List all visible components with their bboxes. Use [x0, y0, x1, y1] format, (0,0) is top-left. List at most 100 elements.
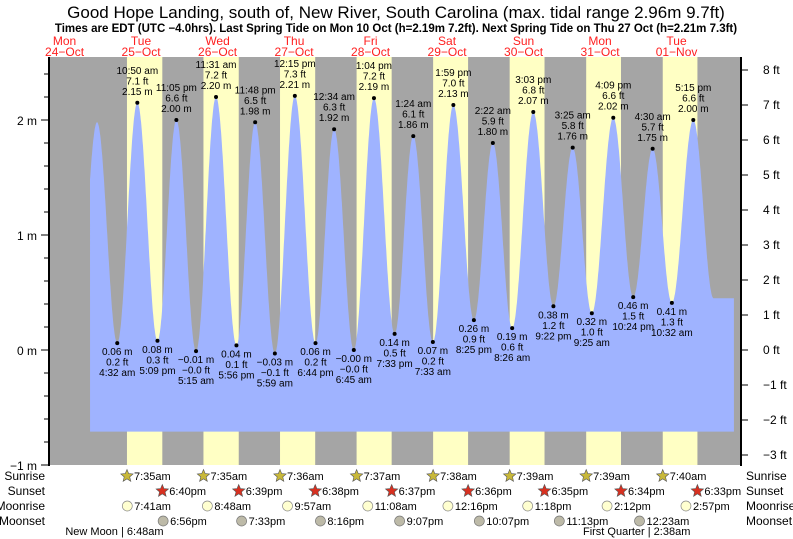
sunrise-time: 7:35am	[134, 471, 171, 483]
moonrise-time: 8:48am	[214, 501, 251, 513]
moonset-icon	[473, 515, 485, 527]
sunrise-icon	[655, 468, 670, 482]
extreme-ft: 7.2 ft	[363, 72, 385, 83]
right-tick-label: 1 ft	[763, 308, 780, 322]
extreme-time: 6:45 am	[336, 375, 372, 386]
extreme-m: 0.14 m	[379, 338, 410, 349]
extreme-ft: 5.8 ft	[562, 121, 584, 132]
extreme-time: 12:34 am	[313, 92, 355, 103]
moonset-icon	[236, 515, 247, 527]
low-tide-point	[313, 341, 318, 346]
moonrise-time: 12:16pm	[455, 501, 498, 513]
row-label-left-moonrise: Moonrise	[0, 499, 45, 513]
high-tide-point	[253, 120, 258, 125]
extreme-m: 0.19 m	[497, 332, 528, 343]
row-label-right-sunset: Sunset	[746, 484, 784, 498]
extreme-time: 1:59 pm	[435, 68, 471, 79]
sunset-time: 6:37pm	[399, 486, 436, 498]
extreme-time: 4:30 am	[635, 112, 671, 123]
chart-subtitle: Times are EDT (UTC −4.0hrs). Last Spring…	[55, 23, 737, 35]
day-label-dow: Tue	[131, 34, 152, 48]
extreme-m: 0.26 m	[459, 324, 490, 335]
low-tide-point	[155, 338, 160, 343]
extreme-time: 6:44 pm	[297, 368, 333, 379]
day-label-date: 29−Oct	[428, 45, 468, 59]
extreme-ft: 6.6 ft	[682, 94, 704, 105]
sunset-time: 6:36pm	[475, 486, 512, 498]
extreme-m: 0.06 m	[300, 347, 331, 358]
sunrise-icon	[120, 468, 134, 482]
extreme-ft: 0.2 ft	[106, 358, 128, 369]
high-tide-point	[135, 100, 140, 105]
extreme-time: 7:33 am	[415, 367, 451, 378]
sunrise-time: 7:39am	[517, 471, 554, 483]
row-label-right-moonset: Moonset	[746, 514, 793, 528]
extreme-time: 9:25 am	[574, 338, 610, 349]
sunset-icon	[384, 483, 399, 497]
extreme-m: 0.46 m	[618, 301, 649, 312]
row-label-left-moonset: Moonset	[0, 514, 46, 528]
right-tick-label: 3 ft	[763, 238, 780, 252]
sunset-time: 6:33pm	[704, 486, 741, 498]
extreme-time: 8:25 pm	[456, 345, 492, 356]
low-tide-point	[351, 348, 356, 352]
sunrise-icon	[426, 468, 441, 482]
extreme-time: 5:09 pm	[139, 366, 175, 377]
right-tick-label: 7 ft	[763, 98, 780, 112]
day-label-dow: Tue	[666, 34, 687, 48]
extreme-ft: 5.7 ft	[642, 122, 664, 133]
extreme-m: 2.15 m	[122, 87, 153, 98]
high-tide-point	[411, 134, 416, 139]
day-label-dow: Thu	[284, 34, 305, 48]
low-tide-point	[392, 331, 397, 336]
sunset-icon	[537, 483, 552, 497]
extreme-m: 2.20 m	[201, 81, 232, 92]
extreme-ft: 0.2 ft	[304, 358, 326, 369]
extreme-m: 1.80 m	[478, 127, 509, 138]
moonset-icon	[157, 515, 169, 527]
moonrise-icon	[202, 500, 213, 512]
extreme-time: 9:22 pm	[535, 331, 571, 342]
right-tick-label: 4 ft	[763, 203, 780, 217]
row-label-right-sunrise: Sunrise	[746, 469, 787, 483]
extreme-time: 11:05 pm	[156, 83, 197, 94]
sunrise-icon	[196, 468, 211, 482]
extreme-ft: 6.8 ft	[522, 85, 544, 96]
moon-phase-label: First Quarter | 2:38am	[583, 526, 690, 538]
high-tide-point	[490, 141, 495, 145]
extreme-ft: 7.1 ft	[126, 76, 148, 87]
extreme-time: 5:56 pm	[218, 370, 254, 381]
moonrise-icon	[601, 500, 613, 512]
extreme-time: 10:32 am	[651, 328, 693, 339]
extreme-m: 2.07 m	[518, 96, 549, 107]
extreme-m: 0.32 m	[577, 317, 608, 328]
day-label-date: 01−Nov	[656, 45, 698, 59]
row-label-left-sunset: Sunset	[8, 484, 46, 498]
extreme-time: 4:32 am	[99, 368, 135, 379]
sunset-icon	[155, 483, 170, 497]
extreme-time: 2:22 am	[475, 106, 511, 117]
extreme-time: 11:31 am	[196, 60, 237, 71]
extreme-m: 1.98 m	[240, 106, 271, 117]
axes: 2 m 1 m 0 m −1 m 8 ft 7 ft 6 ft 5 ft 4 ft 3 ft 2 f…	[10, 57, 787, 473]
low-tide-point	[471, 318, 476, 323]
extreme-time: 7:33 pm	[377, 359, 413, 370]
extreme-m: 2.19 m	[359, 82, 390, 93]
moonrise-icon	[362, 500, 374, 512]
low-tide-point	[194, 349, 199, 354]
moonrise-icon	[522, 500, 534, 512]
extreme-time: 4:09 pm	[595, 81, 631, 92]
sunrise-icon	[579, 468, 594, 482]
sunset-time: 6:39pm	[246, 486, 283, 498]
extreme-ft: 0.1 ft	[225, 360, 247, 371]
extreme-time: 5:15 am	[178, 376, 214, 387]
moonrise-icon	[121, 500, 133, 512]
right-tick-label: −3 ft	[763, 448, 787, 462]
right-tick-label: 5 ft	[763, 168, 780, 182]
moon-phase-label: New Moon | 6:48am	[65, 526, 163, 538]
row-label-left-sunrise: Sunrise	[4, 469, 45, 483]
low-tide-point	[272, 351, 277, 356]
low-tide-point	[551, 304, 556, 309]
extreme-ft: 1.0 ft	[581, 328, 603, 339]
